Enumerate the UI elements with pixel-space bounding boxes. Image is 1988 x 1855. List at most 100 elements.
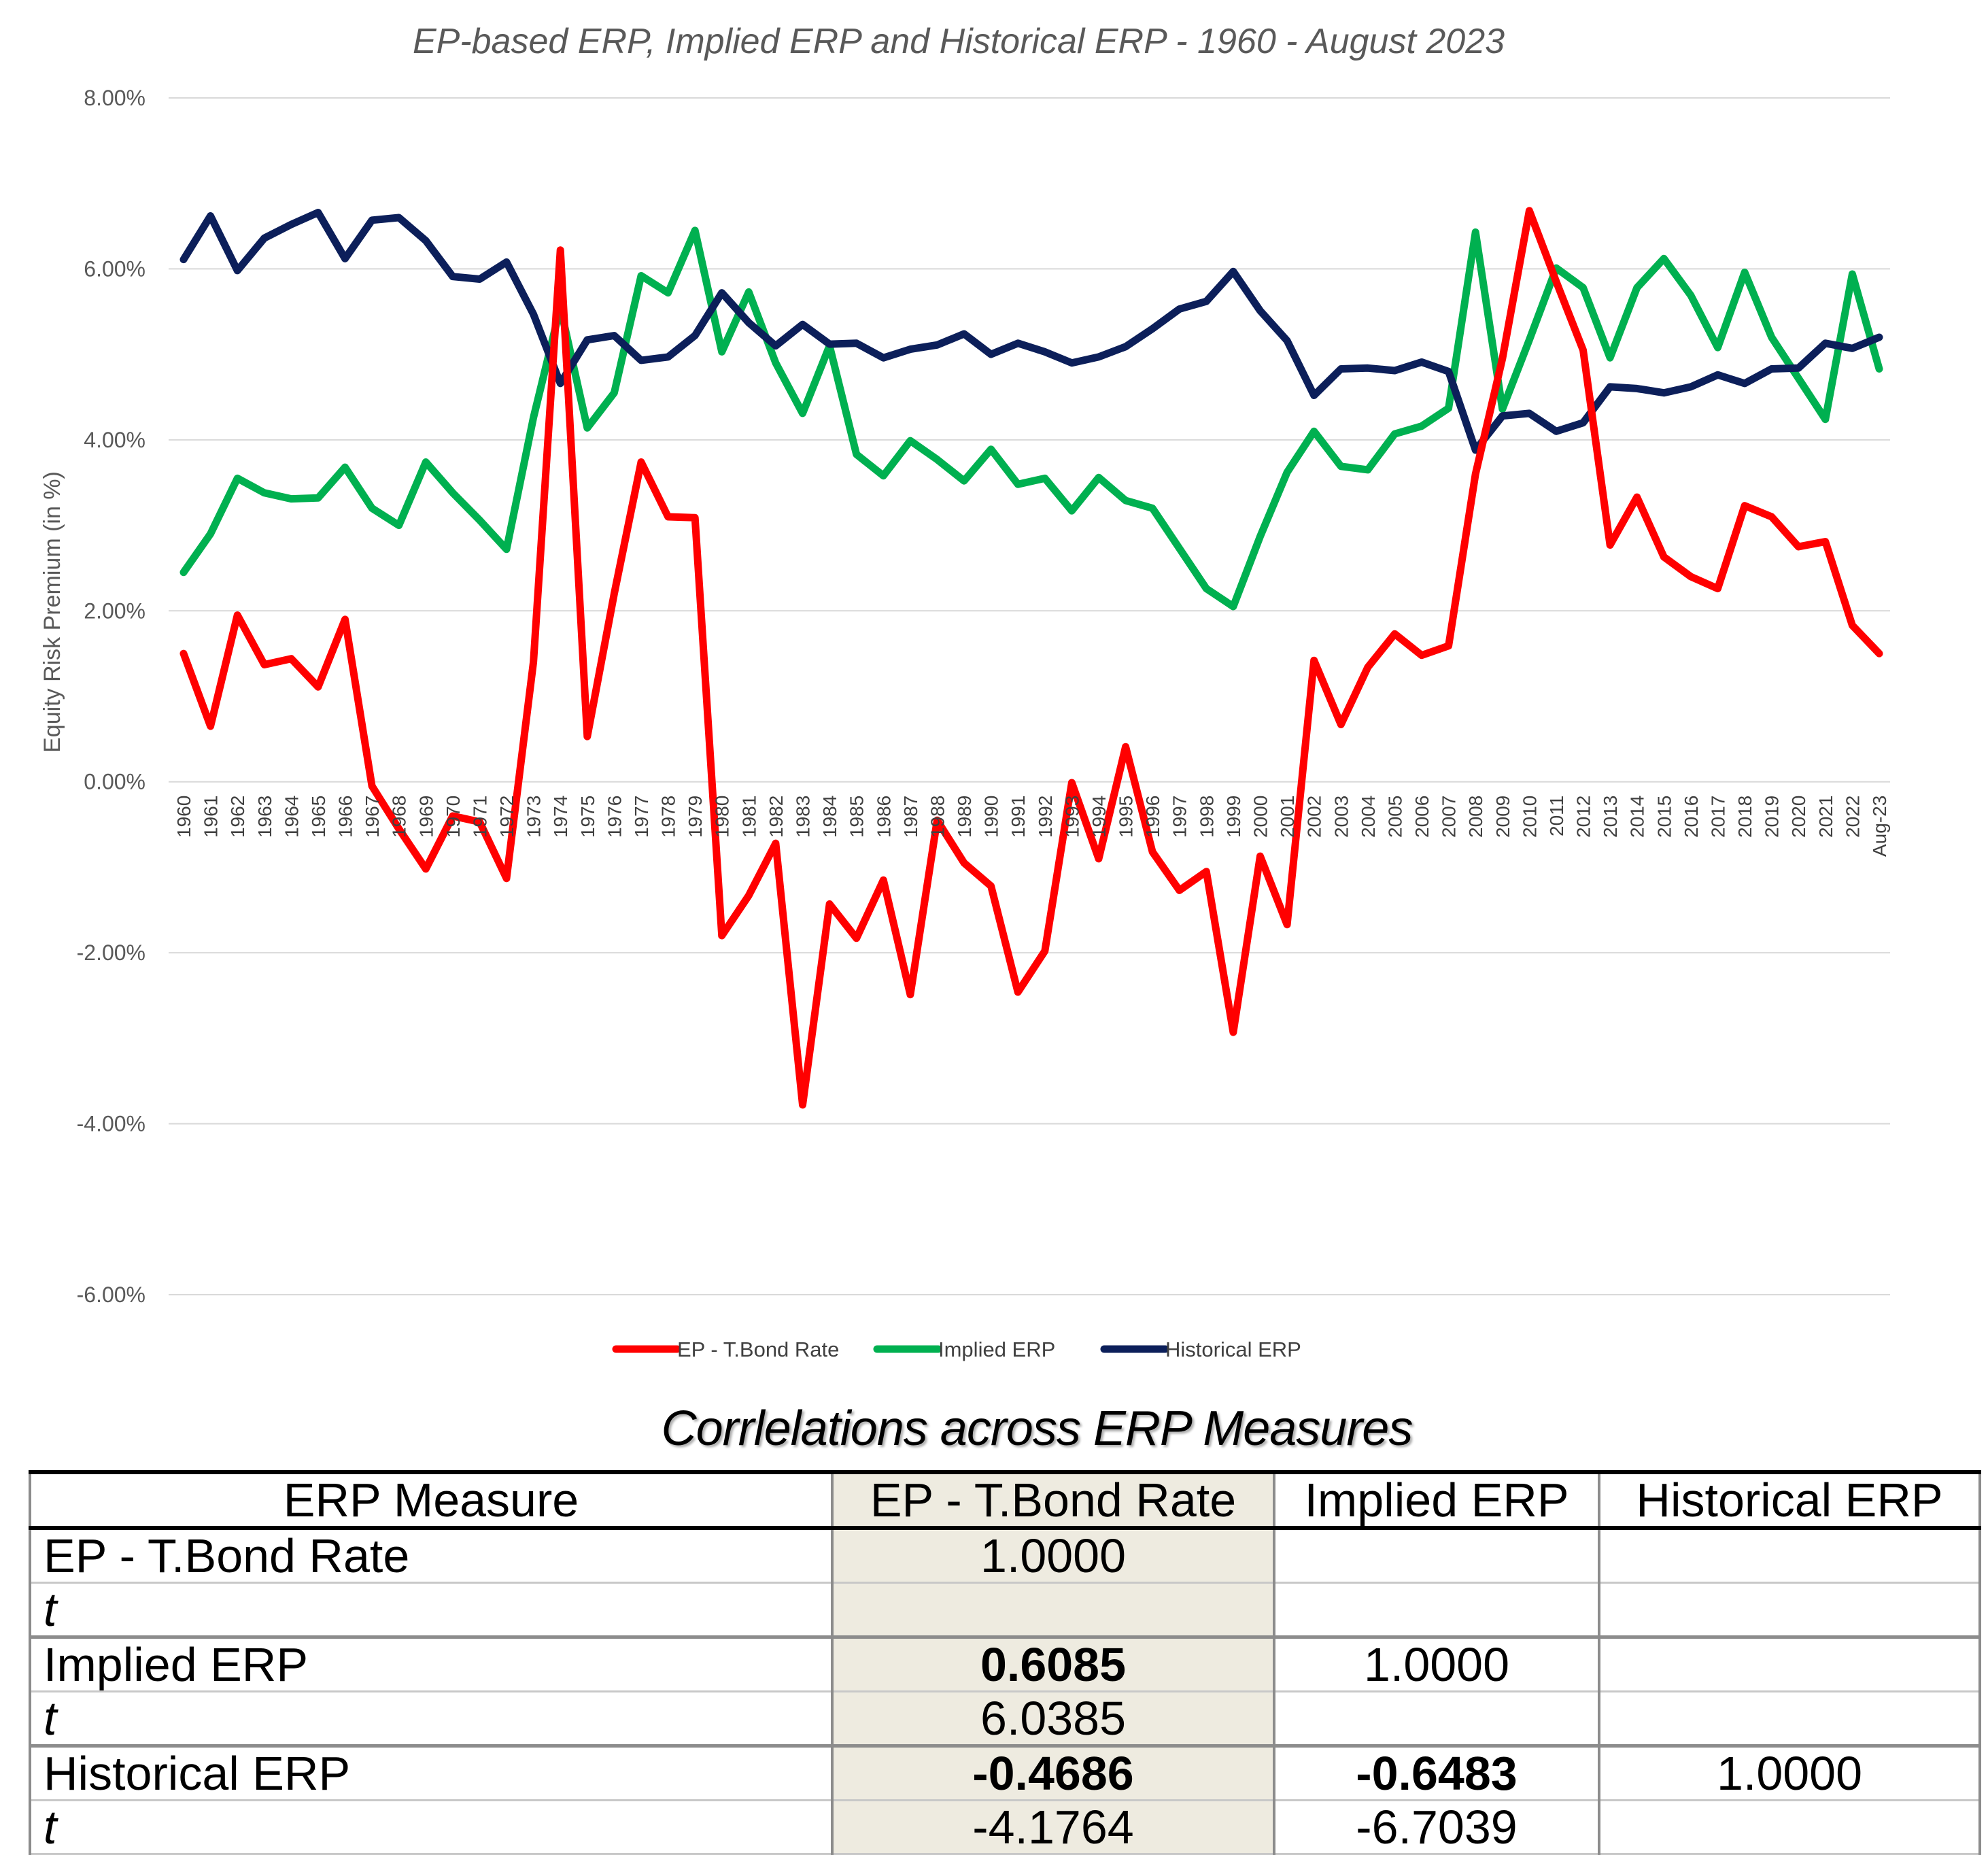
table-header-row: ERP Measure EP - T.Bond Rate Implied ERP… bbox=[29, 1470, 1981, 1530]
table-row: t 6.0385 bbox=[29, 1691, 1981, 1748]
x-tick-label: 1967 bbox=[362, 796, 383, 838]
table-cell: -0.6483 bbox=[1273, 1746, 1600, 1801]
x-tick-label: 1978 bbox=[658, 796, 679, 838]
x-tick-label: 2018 bbox=[1734, 796, 1755, 838]
x-tick-label: 1963 bbox=[254, 796, 275, 838]
legend-label: Historical ERP bbox=[1165, 1338, 1301, 1361]
table-cell bbox=[1273, 1582, 1600, 1639]
x-tick-label: 1960 bbox=[173, 796, 194, 838]
table-cell bbox=[831, 1582, 1275, 1639]
x-tick-label: 1973 bbox=[524, 796, 545, 838]
y-tick-label: -4.00% bbox=[77, 1112, 145, 1136]
table-cell: 1.0000 bbox=[831, 1528, 1275, 1584]
x-tick-label: 1981 bbox=[738, 796, 759, 838]
x-tick-label: 2019 bbox=[1762, 796, 1783, 838]
table-cell: 6.0385 bbox=[831, 1691, 1275, 1748]
legend-label: EP - T.Bond Rate bbox=[677, 1338, 839, 1361]
line-chart: EP-based ERP, Implied ERP and Historical… bbox=[39, 22, 1890, 1361]
x-tick-label: 2012 bbox=[1573, 796, 1594, 838]
y-axis-ticks: 8.00% 6.00% 4.00% 2.00% 0.00% -2.00% -4.00% -6.… bbox=[77, 86, 145, 1307]
x-tick-label: 2002 bbox=[1304, 796, 1325, 838]
x-tick-label: 1961 bbox=[201, 796, 222, 838]
x-tick-label: 1966 bbox=[335, 796, 356, 838]
series-lines bbox=[179, 207, 1883, 1109]
table-cell: 1.0000 bbox=[1273, 1637, 1600, 1692]
x-tick-label: 2022 bbox=[1842, 796, 1863, 838]
x-tick-label: 2000 bbox=[1250, 796, 1271, 838]
x-tick-label: 2017 bbox=[1708, 796, 1729, 838]
table-cell bbox=[1598, 1637, 1981, 1692]
table-cell: -6.7039 bbox=[1273, 1800, 1600, 1855]
x-tick-label: 1974 bbox=[550, 796, 571, 838]
gridlines bbox=[169, 97, 1890, 1295]
correlation-table: ERP Measure EP - T.Bond Rate Implied ERP… bbox=[29, 1470, 1981, 1855]
x-tick-label: 1987 bbox=[900, 796, 921, 838]
x-tick-label: 1995 bbox=[1116, 796, 1137, 838]
x-tick-label: 1965 bbox=[308, 796, 329, 838]
header-implied-erp: Implied ERP bbox=[1273, 1470, 1600, 1530]
chart-title: EP-based ERP, Implied ERP and Historical… bbox=[413, 22, 1505, 61]
table-cell: -4.1764 bbox=[831, 1800, 1275, 1855]
x-tick-label: 1984 bbox=[819, 796, 840, 838]
x-tick-label: 1992 bbox=[1035, 796, 1056, 838]
x-tick-label: 1969 bbox=[415, 796, 436, 838]
table-cell bbox=[1598, 1800, 1981, 1855]
y-tick-label: 8.00% bbox=[84, 86, 145, 110]
x-tick-label: 1997 bbox=[1169, 796, 1190, 838]
x-tick-label: 2016 bbox=[1681, 796, 1702, 838]
table-cell: -0.4686 bbox=[831, 1746, 1275, 1801]
table-row: t -4.1764 -6.7039 bbox=[29, 1800, 1981, 1855]
x-tick-label: 1990 bbox=[981, 796, 1002, 838]
x-tick-label: 2003 bbox=[1331, 796, 1352, 838]
table-cell bbox=[1598, 1582, 1981, 1639]
table-cell bbox=[1598, 1528, 1981, 1584]
header-historical-erp: Historical ERP bbox=[1598, 1470, 1981, 1530]
x-tick-label: 2006 bbox=[1411, 796, 1433, 838]
table-cell bbox=[1273, 1528, 1600, 1584]
x-tick-label: 1972 bbox=[496, 796, 517, 838]
x-tick-label: 1971 bbox=[470, 796, 491, 838]
y-tick-label: 4.00% bbox=[84, 428, 145, 452]
x-axis-ticks: 1960 1961 1962 1963 1964 1965 1966 1967 1968 1969… bbox=[173, 796, 1890, 857]
x-tick-label: 2015 bbox=[1653, 796, 1675, 838]
table-row: EP - T.Bond Rate 1.0000 bbox=[29, 1528, 1981, 1584]
x-tick-label: 2011 bbox=[1546, 796, 1567, 836]
x-tick-label: 1979 bbox=[685, 796, 706, 838]
table-cell: 1.0000 bbox=[1598, 1746, 1981, 1801]
x-tick-label: 1976 bbox=[604, 796, 625, 838]
y-axis-title: Equity Risk Premium (in %) bbox=[39, 471, 65, 753]
row-label: Implied ERP bbox=[29, 1637, 834, 1692]
table-row: Historical ERP -0.4686 -0.6483 1.0000 bbox=[29, 1746, 1981, 1801]
x-tick-label: 2021 bbox=[1815, 796, 1836, 838]
x-tick-label: 1991 bbox=[1008, 796, 1029, 838]
x-tick-label: 2008 bbox=[1465, 796, 1486, 838]
table-row: t bbox=[29, 1582, 1981, 1639]
x-tick-label: 1988 bbox=[927, 796, 948, 838]
x-tick-label: 1977 bbox=[631, 796, 652, 838]
series-line-ep-t-bond-rate bbox=[179, 207, 1883, 1109]
header-erp-measure: ERP Measure bbox=[29, 1470, 834, 1530]
x-tick-label: 2001 bbox=[1277, 796, 1298, 838]
x-tick-label: 2014 bbox=[1627, 796, 1648, 838]
y-tick-label: -6.00% bbox=[77, 1282, 145, 1307]
table-cell bbox=[1598, 1691, 1981, 1748]
x-tick-label: 1985 bbox=[846, 796, 868, 838]
series-line-historical-erp bbox=[179, 209, 1883, 454]
y-tick-label: 2.00% bbox=[84, 598, 145, 623]
row-label: t bbox=[29, 1800, 834, 1855]
table-row: Implied ERP 0.6085 1.0000 bbox=[29, 1637, 1981, 1692]
x-tick-label: 1962 bbox=[227, 796, 248, 838]
row-label: Historical ERP bbox=[29, 1746, 834, 1801]
row-label: EP - T.Bond Rate bbox=[29, 1528, 834, 1584]
x-tick-label: 1975 bbox=[577, 796, 598, 838]
x-tick-label: 1998 bbox=[1196, 796, 1217, 838]
x-tick-label: 1968 bbox=[389, 796, 410, 838]
table-title: Corrlelations across ERP Measures bbox=[661, 1401, 1413, 1456]
x-tick-label: 2009 bbox=[1492, 796, 1513, 838]
x-tick-label: 1980 bbox=[712, 796, 733, 838]
x-tick-label: 1996 bbox=[1142, 796, 1163, 838]
legend: EP - T.Bond Rate Implied ERP Historical ER… bbox=[612, 1338, 1301, 1361]
header-ep-tbond-rate: EP - T.Bond Rate bbox=[831, 1470, 1275, 1530]
series-line-implied-erp bbox=[179, 226, 1883, 611]
table-cell bbox=[1273, 1691, 1600, 1748]
